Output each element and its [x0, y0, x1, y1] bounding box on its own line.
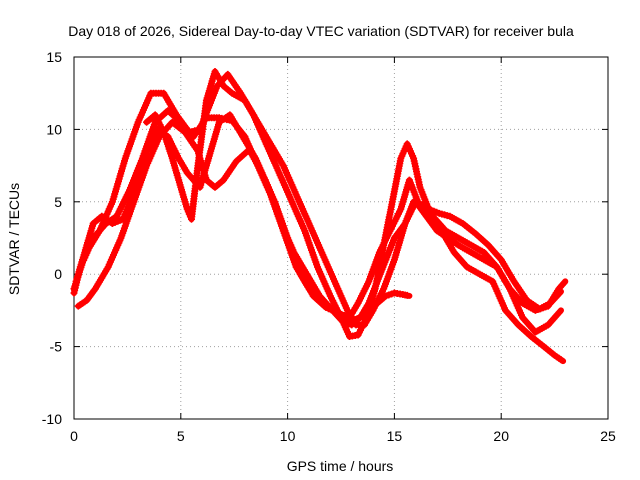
grid	[74, 57, 608, 419]
x-tick-labels: 0 5 10 15 20 25	[70, 428, 616, 444]
y-tick-label: 0	[54, 266, 62, 282]
y-tick-labels: -10 -5 0 5 10 15	[42, 49, 62, 427]
y-tick-label: 5	[54, 194, 62, 210]
x-tick-label: 25	[600, 428, 616, 444]
y-tick-label: 10	[46, 121, 62, 137]
x-tick-label: 15	[387, 428, 403, 444]
data-point-marker	[557, 356, 565, 364]
y-tick-label: -5	[50, 339, 63, 355]
x-tick-label: 5	[177, 428, 185, 444]
series-day-e	[143, 68, 564, 336]
series-layer	[70, 68, 569, 365]
data-point-marker	[555, 309, 563, 316]
chart-title: Day 018 of 2026, Sidereal Day-to-day VTE…	[68, 23, 574, 39]
data-point-marker	[403, 291, 411, 299]
y-tick-label: -10	[42, 411, 62, 427]
series-day-d	[72, 111, 569, 329]
x-axis-label: GPS time / hours	[287, 458, 394, 474]
y-axis-label: SDTVAR / TECUs	[6, 183, 22, 295]
y-tick-label: 15	[46, 49, 62, 65]
plot-border	[73, 56, 609, 420]
x-tick-label: 20	[493, 428, 509, 444]
x-tick-label: 10	[280, 428, 296, 444]
x-tick-label: 0	[70, 428, 78, 444]
data-point-marker	[560, 279, 568, 287]
axes	[73, 56, 609, 420]
